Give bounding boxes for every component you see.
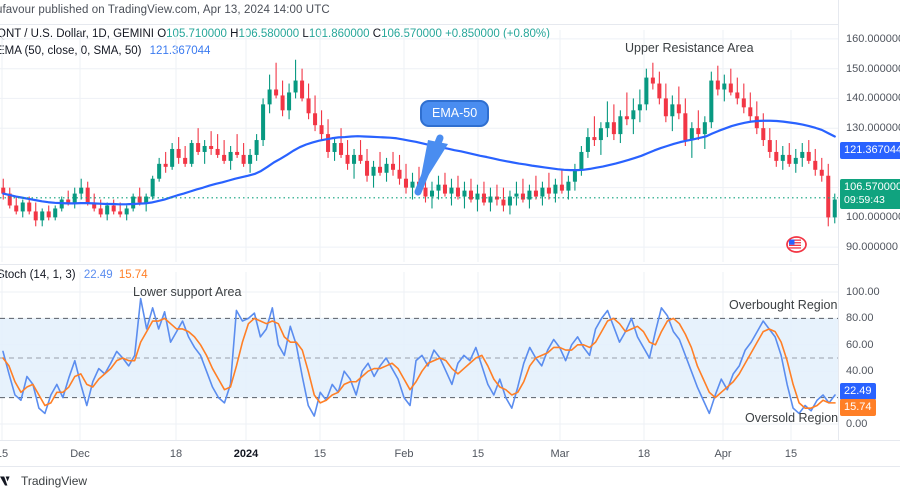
last-price-badge: 106.570000 09:59:43 <box>840 179 900 209</box>
close-value: 106.570000 <box>381 28 442 40</box>
open-key: O <box>157 28 167 40</box>
stoch-tick-label: 80.00 <box>846 312 874 325</box>
time-tick-label: 15 <box>471 448 485 460</box>
price-tick-label: 90.000000 <box>846 241 898 254</box>
ema-price-badge: 121.367044 <box>840 142 900 159</box>
stoch-d-badge: 15.74 <box>840 399 876 416</box>
stochastic-pane[interactable] <box>0 272 838 440</box>
open-value: 105.710000 <box>166 28 227 40</box>
stoch-k-legend-value: 22.49 <box>83 269 113 281</box>
last-price-countdown: 09:59:43 <box>844 194 885 206</box>
stoch-d-legend-value: 15.74 <box>118 269 148 281</box>
price-tick-label: 150.000000 <box>846 62 900 75</box>
oversold-annotation: Oversold Region <box>745 411 839 425</box>
lower-support-annotation: Lower support Area <box>133 285 242 299</box>
stoch-tick-label: 40.00 <box>846 365 874 378</box>
change-value: +0.850000 <box>445 28 500 40</box>
time-axis[interactable] <box>0 440 900 467</box>
stoch-tick-label: 100.00 <box>846 286 880 298</box>
time-tick-label: Dec <box>70 448 90 460</box>
tradingview-footer[interactable]: TradingView <box>0 474 87 488</box>
ema-callout-label: EMA-50 <box>420 100 490 127</box>
upper-resistance-annotation: Upper Resistance Area <box>625 41 754 55</box>
stoch-legend: Stoch (14, 1, 3) 22.49 15.74 <box>0 268 148 282</box>
price-pane[interactable] <box>0 30 838 262</box>
time-tick-label: 15 <box>0 448 9 460</box>
high-value: 106.580000 <box>238 28 300 40</box>
candlestick-plot <box>0 30 838 262</box>
price-tick-label: 100.000000 <box>846 211 900 224</box>
symbol-legend: QNT / U.S. Dollar, 1D, GEMINI O105.71000… <box>0 27 550 41</box>
tradingview-brand-label: TradingView <box>21 474 88 488</box>
time-tick-label: 15 <box>313 448 327 460</box>
price-axis[interactable] <box>838 0 900 440</box>
price-tick-label: 130.000000 <box>846 122 900 135</box>
symbol-label: QNT / U.S. Dollar, 1D, GEMINI <box>0 28 154 40</box>
price-tick-label: 140.000000 <box>846 92 900 105</box>
stoch-k-badge: 22.49 <box>840 383 876 400</box>
footer-divider <box>0 466 900 467</box>
ema-legend-name: EMA (50, close, 0, SMA, 50) <box>0 45 142 57</box>
overbought-annotation: Overbought Region <box>729 298 838 312</box>
ema-legend-value: 121.367044 <box>149 45 211 57</box>
time-tick-label: Feb <box>394 448 414 460</box>
time-tick-label: 18 <box>169 448 183 460</box>
header-divider <box>0 24 900 25</box>
attribution-text: ufavour published on TradingView.com, Ap… <box>0 4 330 16</box>
stoch-legend-name: Stoch (14, 1, 3) <box>0 269 76 281</box>
ema-legend: EMA (50, close, 0, SMA, 50) 121.367044 <box>0 44 210 58</box>
low-value: 101.860000 <box>308 28 370 40</box>
time-tick-label: 15 <box>784 448 798 460</box>
price-tick-label: 160.000000 <box>846 32 900 45</box>
pane-divider <box>0 264 900 265</box>
last-price-value: 106.570000 <box>844 181 900 193</box>
stoch-tick-label: 60.00 <box>846 338 874 351</box>
change-percent: (+0.80%) <box>502 28 550 40</box>
stochastic-plot <box>0 272 838 440</box>
us-flag-marker-icon[interactable] <box>786 236 807 253</box>
tradingview-logo-icon <box>0 476 10 486</box>
time-tick-label: Mar <box>550 448 570 460</box>
stoch-tick-label: 0.00 <box>846 418 868 430</box>
close-key: C <box>372 28 382 40</box>
time-tick-label: 18 <box>637 448 651 460</box>
time-tick-label: 2024 <box>233 448 259 460</box>
low-key: L <box>302 28 309 40</box>
high-key: H <box>230 28 239 40</box>
time-tick-label: Apr <box>714 448 732 460</box>
